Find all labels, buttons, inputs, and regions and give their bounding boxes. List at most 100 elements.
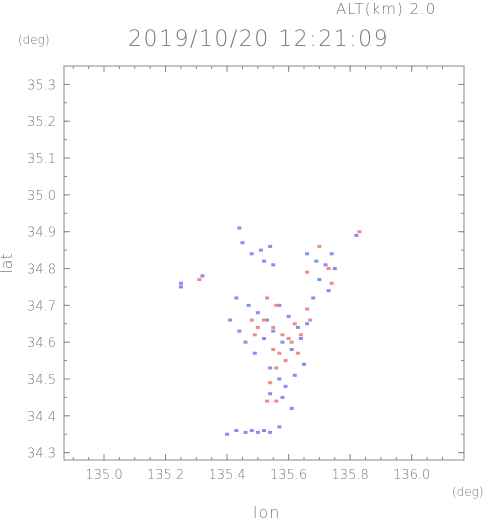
data-point xyxy=(262,336,266,340)
data-point xyxy=(274,399,279,403)
x-tick-label: 135.8 xyxy=(332,468,369,483)
chart-title-timestamp: 2019/10/20 12:21:09 xyxy=(128,27,390,52)
data-point xyxy=(268,366,273,370)
data-point xyxy=(305,322,310,326)
data-point xyxy=(178,281,183,285)
data-point xyxy=(252,351,257,355)
data-point xyxy=(277,377,282,381)
y-tick-label: 35.0 xyxy=(27,189,56,204)
data-point xyxy=(283,359,288,363)
data-point xyxy=(225,432,230,436)
data-point xyxy=(271,348,276,352)
data-point xyxy=(302,362,306,366)
data-point xyxy=(268,381,273,385)
data-point xyxy=(237,329,242,333)
data-point xyxy=(280,395,285,399)
data-point xyxy=(234,296,239,300)
data-point xyxy=(354,233,359,237)
x-tick-label: 135.2 xyxy=(147,468,184,483)
data-point xyxy=(274,366,279,370)
data-point xyxy=(255,311,260,315)
data-point xyxy=(258,248,263,252)
y-tick-label: 35.1 xyxy=(27,152,56,167)
plot-frame xyxy=(63,65,465,461)
data-points xyxy=(178,226,362,436)
y-axis-unit: (deg) xyxy=(18,33,50,47)
data-point xyxy=(228,318,233,322)
y-tick-label: 34.3 xyxy=(27,447,56,462)
data-point xyxy=(249,318,254,322)
data-point xyxy=(357,230,362,234)
data-point xyxy=(289,348,294,352)
data-point xyxy=(305,307,310,311)
data-point xyxy=(329,252,334,256)
data-point xyxy=(289,406,294,410)
y-tick-label: 34.7 xyxy=(27,299,56,314)
data-point xyxy=(265,399,270,403)
data-point xyxy=(292,322,297,326)
x-tick-label: 135.4 xyxy=(208,468,245,483)
y-tick-label: 34.4 xyxy=(27,410,56,425)
y-axis-ticks: 34.3 34.4 34.5 34.6 34.7 34.8 34.9 35.0 35.1 35.2… xyxy=(27,65,464,462)
data-point xyxy=(234,429,239,433)
data-point xyxy=(265,296,270,300)
data-point xyxy=(271,329,276,333)
data-point xyxy=(298,336,303,340)
data-point xyxy=(277,303,282,307)
data-point xyxy=(326,267,331,271)
data-point xyxy=(268,392,273,396)
data-point xyxy=(240,241,245,245)
data-point xyxy=(265,318,270,322)
data-point xyxy=(268,430,273,434)
data-point xyxy=(237,226,242,230)
data-point xyxy=(255,325,260,329)
data-point xyxy=(200,274,205,278)
data-point xyxy=(277,351,282,355)
data-point xyxy=(280,333,285,337)
x-tick-label: 135.0 xyxy=(85,468,122,483)
data-point xyxy=(311,296,316,300)
data-point xyxy=(243,340,248,344)
data-point xyxy=(262,429,266,433)
data-point xyxy=(197,278,202,282)
x-tick-label: 136.0 xyxy=(393,468,430,483)
y-tick-label: 35.2 xyxy=(27,115,56,130)
data-point xyxy=(305,270,310,274)
data-point xyxy=(295,325,300,329)
data-point xyxy=(305,252,310,256)
data-point xyxy=(292,373,297,377)
y-tick-label: 34.5 xyxy=(27,373,56,388)
data-point xyxy=(289,340,294,344)
data-point xyxy=(295,351,300,355)
data-point xyxy=(308,318,313,322)
data-point xyxy=(283,384,288,388)
data-point xyxy=(274,303,279,307)
data-point xyxy=(243,430,248,434)
data-point xyxy=(317,244,322,248)
data-point xyxy=(246,303,251,307)
data-point xyxy=(329,281,334,285)
data-point xyxy=(286,336,291,340)
data-point xyxy=(323,263,328,267)
data-point xyxy=(252,333,257,337)
data-point xyxy=(332,267,337,271)
data-point xyxy=(271,263,276,267)
data-point xyxy=(262,318,266,322)
x-axis-label: lon xyxy=(253,503,281,522)
data-point xyxy=(280,340,285,344)
x-axis-unit: (deg) xyxy=(452,485,484,499)
data-point xyxy=(298,333,303,337)
data-point xyxy=(277,425,282,429)
data-point xyxy=(249,252,254,256)
data-point xyxy=(271,325,276,329)
data-point xyxy=(262,259,266,263)
data-point xyxy=(255,430,260,434)
data-point xyxy=(268,244,273,248)
x-axis-ticks: 135.0 135.2 135.4 135.6 135.8 136.0 xyxy=(72,66,443,483)
data-point xyxy=(249,429,254,433)
data-point xyxy=(314,259,319,263)
y-tick-label: 35.3 xyxy=(27,78,56,93)
x-tick-label: 135.6 xyxy=(270,468,307,483)
data-point xyxy=(286,314,291,318)
data-point xyxy=(326,289,331,293)
